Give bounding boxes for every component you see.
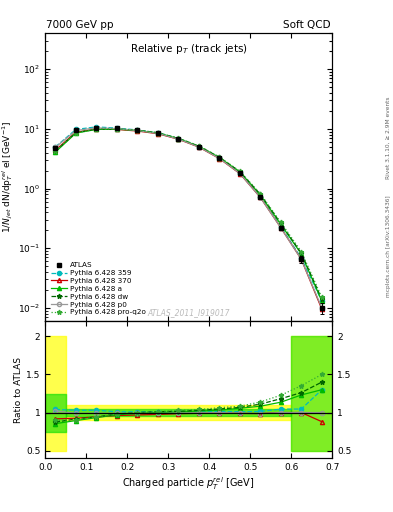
Text: Rivet 3.1.10, ≥ 2.9M events: Rivet 3.1.10, ≥ 2.9M events — [386, 97, 391, 180]
Text: mcplots.cern.ch [arXiv:1306.3436]: mcplots.cern.ch [arXiv:1306.3436] — [386, 195, 391, 296]
Text: Soft QCD: Soft QCD — [283, 19, 331, 30]
X-axis label: Charged particle $p_T^{rel}$ [GeV]: Charged particle $p_T^{rel}$ [GeV] — [123, 475, 255, 492]
Text: 7000 GeV pp: 7000 GeV pp — [46, 19, 114, 30]
Legend: ATLAS, Pythia 6.428 359, Pythia 6.428 370, Pythia 6.428 a, Pythia 6.428 dw, Pyth: ATLAS, Pythia 6.428 359, Pythia 6.428 37… — [49, 260, 148, 317]
Text: ATLAS_2011_I919017: ATLAS_2011_I919017 — [147, 308, 230, 317]
Text: Relative p$_T$ (track jets): Relative p$_T$ (track jets) — [130, 42, 248, 56]
Y-axis label: $1/N_{jet}$ dN/dp$_T^{rel}$ el [GeV$^{-1}$]: $1/N_{jet}$ dN/dp$_T^{rel}$ el [GeV$^{-1… — [1, 121, 15, 233]
Y-axis label: Ratio to ATLAS: Ratio to ATLAS — [14, 357, 23, 423]
